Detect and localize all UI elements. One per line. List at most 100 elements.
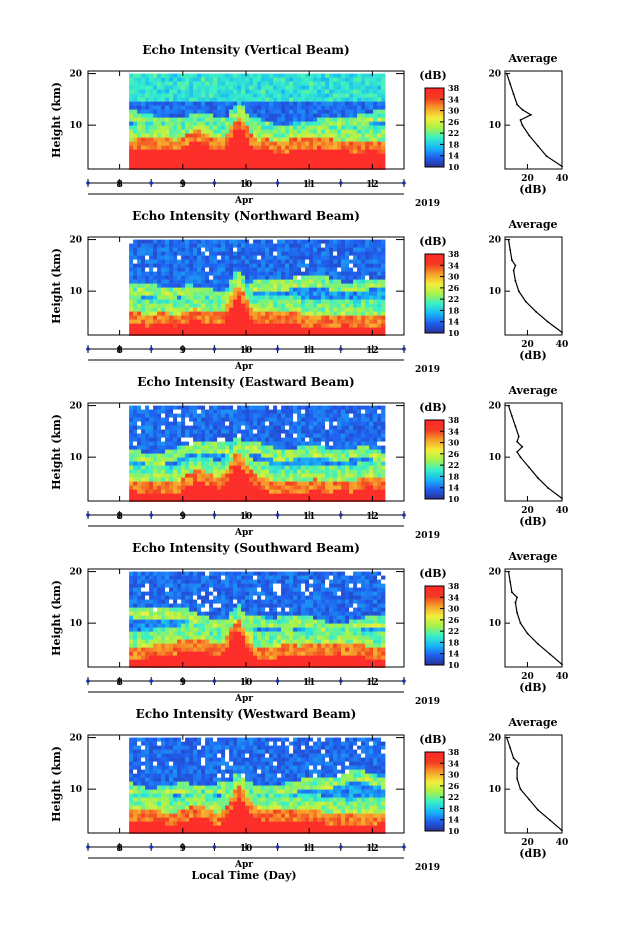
heatmap-cell: [377, 85, 382, 90]
heatmap-cell: [309, 133, 314, 138]
heatmap-cell: [161, 113, 166, 118]
heatmap-cell: [141, 485, 146, 490]
heatmap-cell: [149, 255, 154, 260]
heatmap-cell: [281, 89, 286, 94]
heatmap-cell: [321, 283, 326, 288]
heatmap-cell: [377, 283, 382, 288]
heatmap-cell: [333, 77, 338, 82]
heatmap-cell: [241, 465, 246, 470]
heatmap-cell: [277, 489, 282, 494]
heatmap-cell: [177, 77, 182, 82]
heatmap-cell: [297, 271, 302, 276]
year-label: 2019: [415, 365, 440, 375]
heatmap-cell: [269, 73, 274, 78]
heatmap-cell: [229, 113, 234, 118]
heatmap-cell: [369, 331, 374, 336]
heatmap-cell: [185, 117, 190, 122]
heatmap-cell: [305, 473, 310, 478]
heatmap-cell: [293, 125, 298, 130]
heatmap-cell: [341, 251, 346, 256]
heatmap-cell: [229, 473, 234, 478]
heatmap-cell: [133, 129, 138, 134]
heatmap-cell: [229, 247, 234, 252]
heatmap-cell: [193, 307, 198, 312]
heatmap-cell: [341, 299, 346, 304]
heatmap-cell: [209, 417, 214, 422]
heatmap-cell: [153, 497, 158, 502]
heatmap-cell: [341, 239, 346, 244]
heatmap-cell: [145, 437, 150, 442]
heatmap-cell: [217, 283, 222, 288]
heatmap-cell: [249, 239, 254, 244]
heatmap-cell: [157, 73, 162, 78]
heatmap-cell: [185, 77, 190, 82]
heatmap-cell: [153, 303, 158, 308]
heatmap-cell: [161, 125, 166, 130]
heatmap-cell: [145, 113, 150, 118]
heatmap-cell: [345, 449, 350, 454]
heatmap-cell: [377, 141, 382, 146]
heatmap-cell: [377, 117, 382, 122]
heatmap-cell: [129, 117, 134, 122]
heatmap-cell: [257, 461, 262, 466]
heatmap-cell: [269, 327, 274, 332]
heatmap-cell: [273, 473, 278, 478]
heatmap-cell: [181, 315, 186, 320]
heatmap-cell: [369, 441, 374, 446]
heatmap-cell: [189, 89, 194, 94]
heatmap-cell: [285, 283, 290, 288]
heatmap-cell: [197, 449, 202, 454]
heatmap-cell: [361, 319, 366, 324]
heatmap-cell: [129, 89, 134, 94]
heatmap-cell: [361, 129, 366, 134]
heatmap-cell: [345, 81, 350, 86]
heatmap-cell: [321, 497, 326, 502]
heatmap-cell: [365, 161, 370, 166]
heatmap-cell: [381, 473, 386, 478]
heatmap-cell: [213, 121, 218, 126]
heatmap-cell: [245, 465, 250, 470]
heatmap-cell: [309, 157, 314, 162]
heatmap-cell: [273, 445, 278, 450]
heatmap-cell: [381, 445, 386, 450]
heatmap-cell: [161, 323, 166, 328]
heatmap-cell: [345, 417, 350, 422]
heatmap-cell: [301, 405, 306, 410]
heatmap-cell: [261, 271, 266, 276]
heatmap-cell: [129, 327, 134, 332]
heatmap-cell: [349, 295, 354, 300]
heatmap-cell: [369, 437, 374, 442]
heatmap-cell: [321, 433, 326, 438]
heatmap-cell: [345, 307, 350, 312]
heatmap-cell: [365, 291, 370, 296]
heatmap-cell: [245, 437, 250, 442]
colorbar-segment: [425, 296, 444, 299]
heatmap-cell: [209, 113, 214, 118]
heatmap-cell: [325, 157, 330, 162]
heatmap-cell: [253, 497, 258, 502]
heatmap-cell: [197, 133, 202, 138]
heatmap-cell: [205, 315, 210, 320]
heatmap-cell: [229, 149, 234, 154]
heatmap-cell: [305, 319, 310, 324]
heatmap-cell: [369, 429, 374, 434]
heatmap-cell: [181, 327, 186, 332]
heatmap-cell: [229, 157, 234, 162]
heatmap-cell: [229, 93, 234, 98]
heatmap-cell: [345, 405, 350, 410]
heatmap-cell: [213, 461, 218, 466]
heatmap-cell: [141, 267, 146, 272]
heatmap-cell: [261, 291, 266, 296]
heatmap-cell: [229, 493, 234, 498]
heatmap-cell: [325, 457, 330, 462]
heatmap-cell: [129, 493, 134, 498]
heatmap-cell: [181, 457, 186, 462]
heatmap-cell: [225, 157, 230, 162]
heatmap-cell: [157, 161, 162, 166]
heatmap-cell: [321, 461, 326, 466]
heatmap-cell: [221, 493, 226, 498]
heatmap-cell: [153, 279, 158, 284]
heatmap-cell: [157, 259, 162, 264]
heatmap-cell: [365, 457, 370, 462]
heatmap-cell: [213, 267, 218, 272]
